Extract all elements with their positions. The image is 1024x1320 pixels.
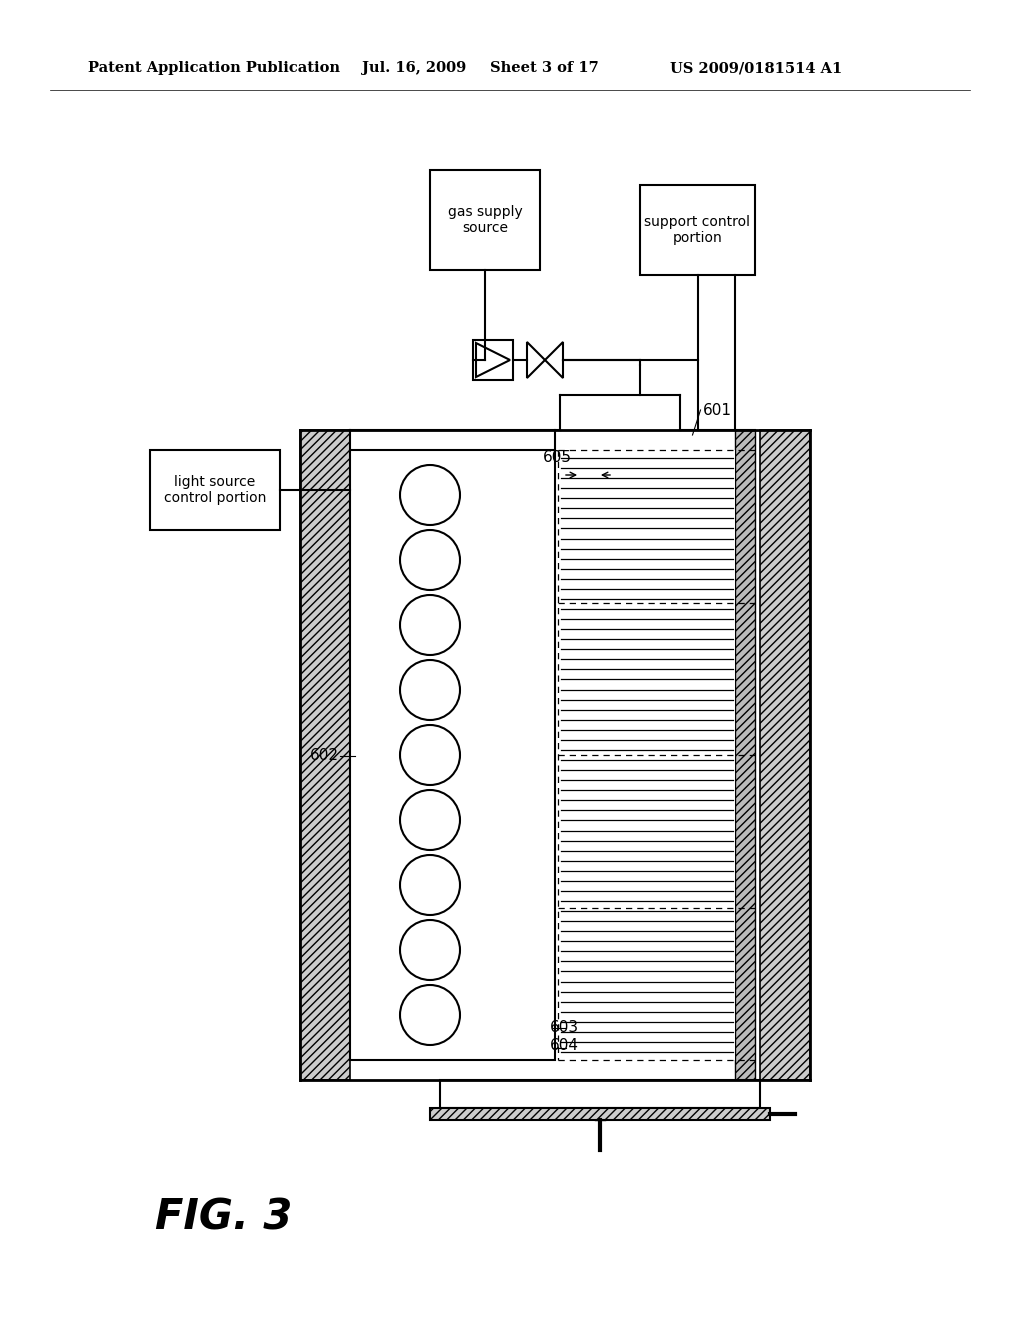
Circle shape <box>400 920 460 979</box>
Circle shape <box>400 725 460 785</box>
Text: 604: 604 <box>550 1038 579 1053</box>
Polygon shape <box>545 342 563 378</box>
Text: 605: 605 <box>543 450 572 465</box>
Text: support control
portion: support control portion <box>644 215 751 246</box>
Polygon shape <box>473 341 513 380</box>
Circle shape <box>400 531 460 590</box>
Circle shape <box>400 660 460 719</box>
Text: 601: 601 <box>702 403 731 418</box>
Circle shape <box>400 855 460 915</box>
Text: Sheet 3 of 17: Sheet 3 of 17 <box>490 61 599 75</box>
Text: Jul. 16, 2009: Jul. 16, 2009 <box>362 61 466 75</box>
Circle shape <box>400 595 460 655</box>
Text: FIG. 3: FIG. 3 <box>155 1197 293 1239</box>
Text: gas supply
source: gas supply source <box>447 205 522 235</box>
Polygon shape <box>640 185 755 275</box>
Text: light source
control portion: light source control portion <box>164 475 266 506</box>
Polygon shape <box>150 450 280 531</box>
Polygon shape <box>350 450 555 1060</box>
Polygon shape <box>476 343 510 378</box>
Polygon shape <box>300 430 350 1080</box>
Text: US 2009/0181514 A1: US 2009/0181514 A1 <box>670 61 843 75</box>
Polygon shape <box>440 1080 760 1107</box>
Circle shape <box>400 789 460 850</box>
Circle shape <box>400 985 460 1045</box>
Polygon shape <box>760 430 810 1080</box>
Text: Patent Application Publication: Patent Application Publication <box>88 61 340 75</box>
Polygon shape <box>430 1107 770 1119</box>
Polygon shape <box>735 430 755 1080</box>
Polygon shape <box>558 450 735 1060</box>
Text: 602: 602 <box>310 748 339 763</box>
Circle shape <box>400 465 460 525</box>
Polygon shape <box>430 170 540 271</box>
Text: 603: 603 <box>550 1020 580 1035</box>
Polygon shape <box>527 342 545 378</box>
